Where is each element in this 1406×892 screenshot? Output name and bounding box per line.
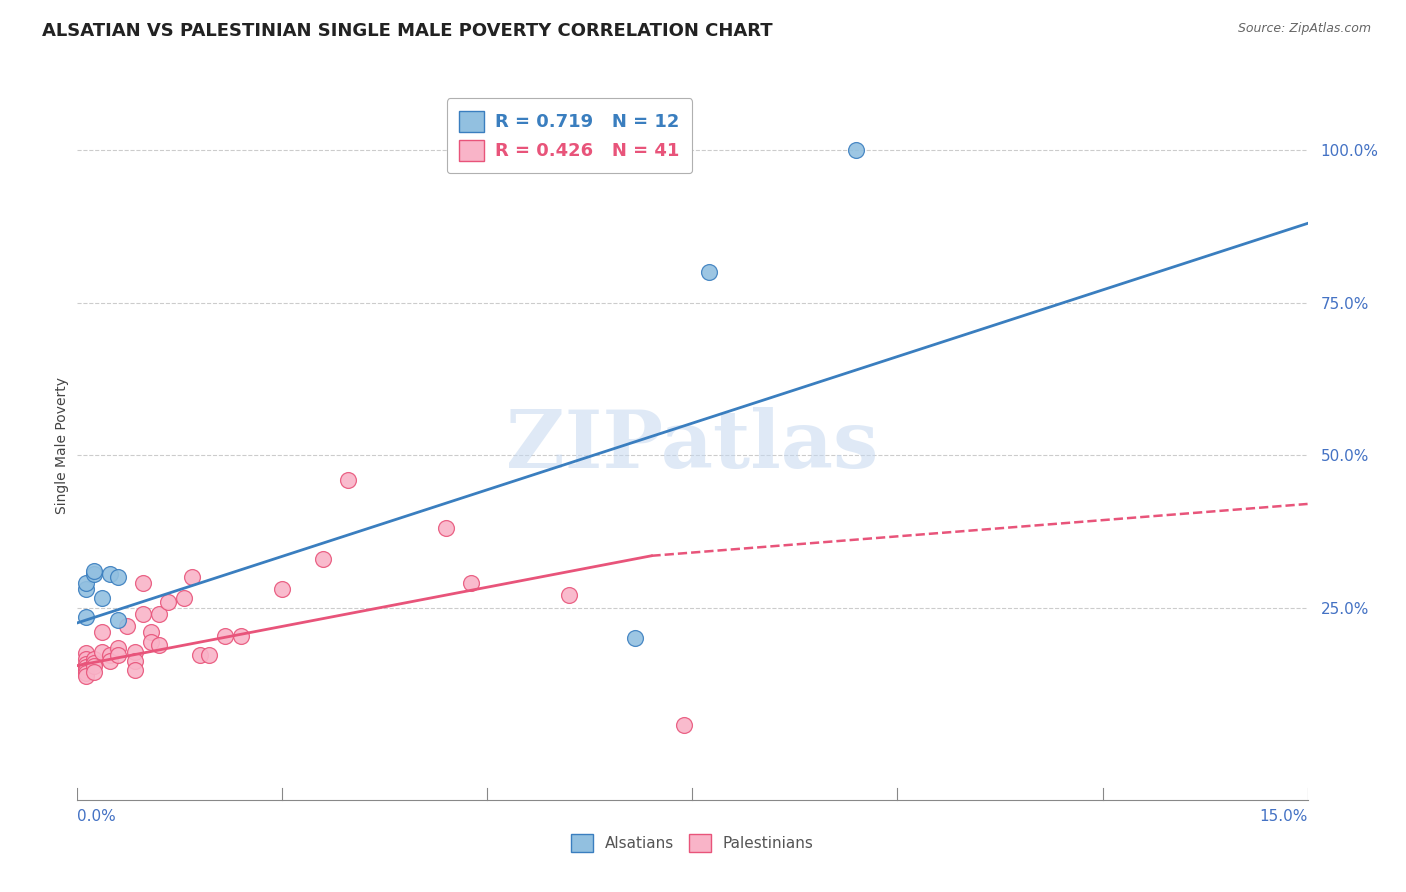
Point <box>337 473 360 487</box>
Point <box>75 657 97 671</box>
Text: ALSATIAN VS PALESTINIAN SINGLE MALE POVERTY CORRELATION CHART: ALSATIAN VS PALESTINIAN SINGLE MALE POVE… <box>42 22 773 40</box>
Point <box>107 570 129 584</box>
Point <box>148 607 170 621</box>
Point <box>83 564 105 578</box>
Point <box>75 609 97 624</box>
Point <box>673 718 696 732</box>
Point <box>90 625 114 640</box>
Point <box>75 669 97 683</box>
Point <box>83 652 105 666</box>
Point <box>156 594 179 608</box>
Point <box>83 656 105 670</box>
Point <box>98 648 121 662</box>
Point <box>460 576 482 591</box>
Point <box>75 665 97 680</box>
Point <box>90 644 114 658</box>
Y-axis label: Single Male Poverty: Single Male Poverty <box>55 377 69 515</box>
Point <box>98 567 121 582</box>
Point <box>75 576 97 591</box>
Point <box>141 625 163 640</box>
Point <box>173 591 195 606</box>
Point <box>845 143 868 157</box>
Point <box>624 631 647 645</box>
Point <box>124 644 146 658</box>
Point <box>75 660 97 674</box>
Point <box>107 648 129 662</box>
Point <box>148 639 170 653</box>
Point <box>141 635 163 649</box>
Point <box>90 591 114 606</box>
Point <box>75 646 97 660</box>
Point <box>83 567 105 582</box>
Point <box>436 521 458 535</box>
Text: 15.0%: 15.0% <box>1260 809 1308 824</box>
Point <box>83 665 105 679</box>
Point <box>115 619 138 633</box>
Point <box>75 663 97 677</box>
Text: 0.0%: 0.0% <box>77 809 117 824</box>
Text: Source: ZipAtlas.com: Source: ZipAtlas.com <box>1237 22 1371 36</box>
Point <box>697 265 720 279</box>
Point <box>83 658 105 673</box>
Point <box>271 582 294 597</box>
Point <box>132 607 155 621</box>
Point <box>231 629 253 643</box>
Point <box>124 663 146 677</box>
Point <box>107 613 129 627</box>
Point <box>98 654 121 668</box>
Point <box>197 648 219 662</box>
Point <box>181 570 204 584</box>
Point <box>75 582 97 597</box>
Point <box>312 551 335 566</box>
Point <box>214 629 236 643</box>
Point <box>558 589 581 603</box>
Text: ZIPatlas: ZIPatlas <box>506 407 879 485</box>
Point <box>107 641 129 656</box>
Point <box>188 648 212 662</box>
Point <box>132 576 155 591</box>
Point <box>75 652 97 666</box>
Legend: Alsatians, Palestinians: Alsatians, Palestinians <box>564 827 821 859</box>
Point <box>124 654 146 668</box>
